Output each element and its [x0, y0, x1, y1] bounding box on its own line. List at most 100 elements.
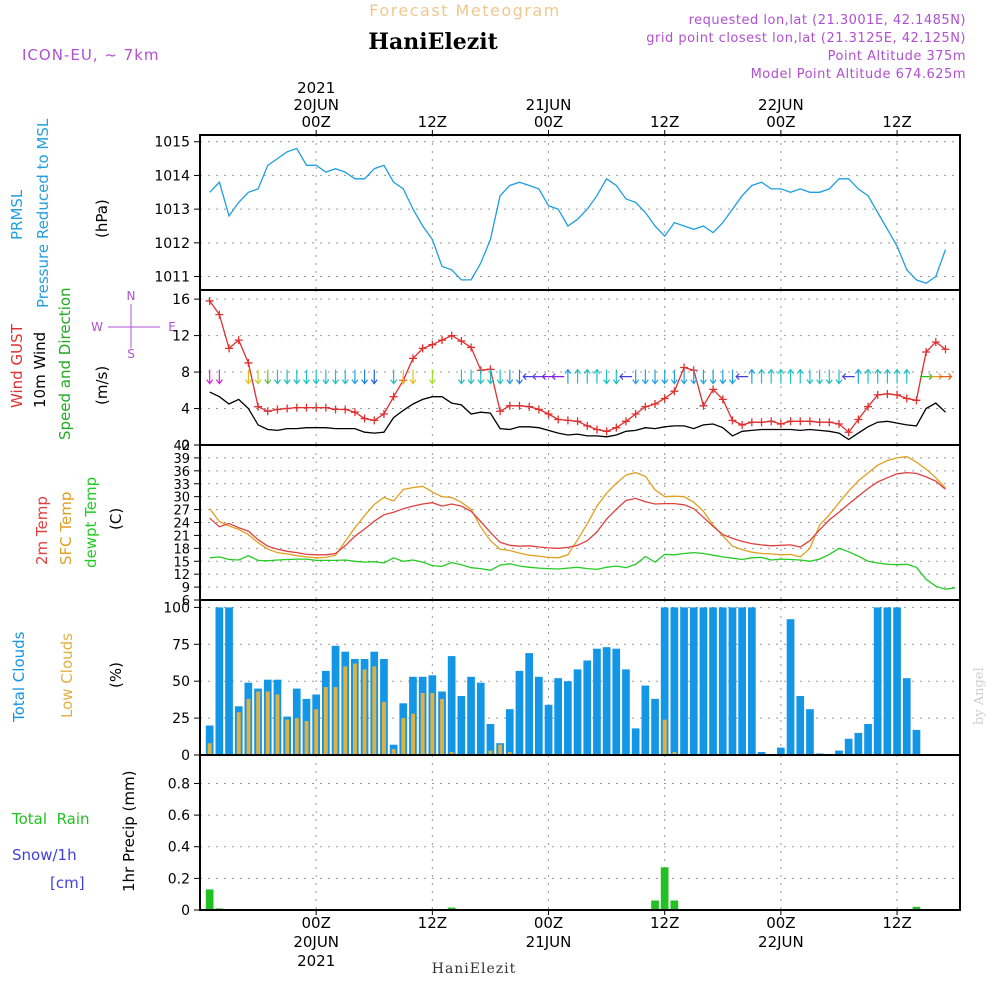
- gust-marker: [786, 417, 795, 426]
- gust-marker: [379, 410, 388, 418]
- low-cloud-bar: [672, 752, 677, 755]
- gust-marker: [699, 401, 708, 410]
- gust-marker: [893, 390, 902, 399]
- gust-marker: [438, 336, 447, 345]
- gust-marker: [583, 421, 592, 430]
- wind-arrow: [680, 369, 688, 385]
- ytick-label-clouds: 75: [172, 637, 190, 653]
- wind-arrow: [351, 369, 359, 385]
- low-cloud-bar: [353, 663, 357, 755]
- gust-marker: [505, 401, 514, 410]
- wind-arrow: [893, 368, 901, 384]
- wind-arrow: [370, 369, 378, 385]
- temp-unit: (C): [107, 508, 125, 530]
- total-cloud-bar: [205, 725, 214, 755]
- wind-arrow: [641, 369, 649, 385]
- gust-marker: [621, 417, 630, 426]
- xtick-top-label: 12Z: [882, 113, 911, 131]
- gust-marker: [457, 337, 466, 346]
- low-cloud-bar: [246, 698, 251, 755]
- xtick-top-label: 00Z: [301, 113, 330, 131]
- cloud-labels: Total Clouds Low Clouds (%): [10, 631, 125, 723]
- xtick-top-label: 12Z: [650, 113, 679, 131]
- wind-arrow: [777, 368, 785, 384]
- wind-arrow: [564, 368, 572, 384]
- wind-arrow: [428, 369, 436, 385]
- total-cloud-bar: [748, 607, 756, 755]
- gust-marker: [767, 417, 776, 426]
- pressure-unit: (hPa): [93, 199, 111, 238]
- ytick-label-temperature: 36: [173, 465, 190, 480]
- model-label: ICON-EU, ~ 7km: [22, 46, 160, 64]
- ytick-label-pressure: 1015: [154, 135, 190, 151]
- total-cloud-bar: [709, 607, 717, 755]
- rain-bar: [651, 900, 659, 910]
- year-label-bottom: 2021: [297, 952, 335, 970]
- total-cloud-bar: [902, 678, 911, 755]
- total-clouds-label: Total Clouds: [10, 631, 28, 723]
- total-cloud-bar: [854, 732, 863, 755]
- wind-arrow: [816, 369, 824, 385]
- xtick-bottom-label: 12Z: [418, 914, 447, 932]
- wind-arrow: [244, 369, 252, 385]
- pressure-label-1: PRMSL: [8, 189, 26, 240]
- ytick-label-clouds: 50: [172, 674, 190, 690]
- low-cloud-bar: [304, 721, 309, 755]
- wind-arrow: [835, 369, 843, 385]
- rain-bar: [912, 906, 921, 910]
- total-cloud-bar: [883, 607, 892, 755]
- snow-label: Snow/1h: [12, 846, 77, 864]
- temp2m-label: 2m Temp: [33, 496, 51, 565]
- ytick-label-clouds: 0: [181, 748, 190, 764]
- low-cloud-bar: [430, 693, 435, 755]
- ytick-label-precip: 0.4: [168, 840, 190, 856]
- gust-marker: [331, 405, 340, 414]
- total-cloud-bar: [602, 647, 611, 755]
- total-cloud-bar: [564, 681, 572, 755]
- low-cloud-bar: [488, 750, 493, 755]
- low-cloud-bar: [323, 687, 328, 755]
- wind-arrow: [699, 369, 707, 385]
- ytick-label-temperature: 6: [182, 594, 190, 609]
- gust-marker: [215, 310, 224, 319]
- xtick-bottom-label: 12Z: [650, 914, 679, 932]
- ytick-label-temperature: 9: [182, 581, 190, 596]
- gust-marker: [496, 407, 505, 416]
- gust-marker: [738, 420, 747, 429]
- gust-marker: [718, 395, 727, 404]
- gust-marker: [273, 405, 282, 414]
- ytick-label-wind: 4: [181, 402, 190, 418]
- panel-frame-precip: [199, 754, 961, 911]
- wind-arrow: [883, 368, 891, 384]
- total-cloud-bar: [593, 648, 601, 755]
- ytick-label-clouds: 25: [172, 711, 190, 727]
- gust-marker: [292, 403, 301, 412]
- xtick-bottom-label: 12Z: [882, 914, 911, 932]
- gust-marker: [447, 331, 456, 340]
- pressure-label-2: Pressure Reduced to MSL: [34, 118, 52, 308]
- total-cloud-bar: [651, 698, 659, 755]
- gust-marker: [815, 418, 824, 427]
- gust-marker: [796, 417, 805, 426]
- total-cloud-bar: [525, 653, 533, 755]
- gust-marker: [234, 336, 243, 345]
- ytick-label-wind: 16: [172, 292, 190, 308]
- rain-label: Total Rain: [11, 810, 90, 828]
- ytick-label-pressure: 1011: [154, 270, 190, 286]
- date-label-top: 21JUN: [526, 96, 572, 114]
- wind-arrow: [758, 368, 766, 384]
- total-cloud-bar: [631, 728, 640, 755]
- dewpt-line: [209, 547, 956, 590]
- total-cloud-bar: [641, 685, 650, 755]
- ytick-label-temperature: 24: [173, 517, 190, 532]
- total-cloud-bar: [777, 747, 785, 755]
- grid-layer: [200, 135, 960, 911]
- low-clouds-label: Low Clouds: [58, 633, 76, 718]
- cloud-unit: (%): [107, 662, 125, 688]
- low-cloud-bar: [507, 752, 512, 755]
- total-cloud-bar: [873, 607, 882, 755]
- data-layer: [200, 147, 960, 911]
- gust-marker: [418, 344, 427, 353]
- ytick-label-pressure: 1012: [154, 236, 190, 252]
